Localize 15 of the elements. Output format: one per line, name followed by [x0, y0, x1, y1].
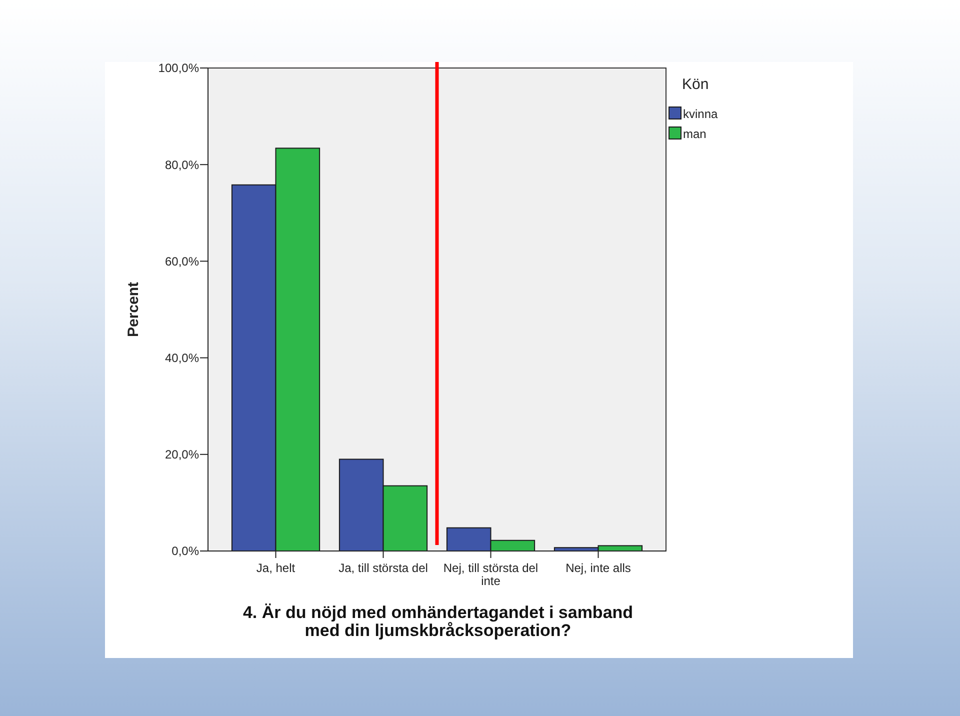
y-tick-label: 0,0%	[172, 544, 200, 558]
y-tick-label: 80,0%	[164, 158, 200, 172]
y-tick-label: 100,0%	[158, 61, 200, 76]
y-tick-label: 20,0%	[164, 448, 200, 462]
y-tick-label: 40,0%	[164, 351, 200, 365]
x-tick-label: Ja, helt	[256, 561, 296, 575]
x-tick-label: Ja, till största del	[338, 561, 428, 575]
x-tick-label: Nej, till största del inte	[443, 561, 538, 588]
y-tick-label: 60,0%	[164, 254, 200, 268]
legend-title: Kön	[682, 76, 709, 93]
legend-label: kvinna	[683, 107, 718, 121]
text: 4. Är du nöjd med omhändertagandet i samband med din ljumskbråcksoperation?	[242, 603, 634, 640]
y-axis-title: Percent	[125, 282, 142, 338]
x-tick-label: Nej, inte alls	[566, 561, 631, 575]
legend-label: man	[683, 127, 706, 141]
